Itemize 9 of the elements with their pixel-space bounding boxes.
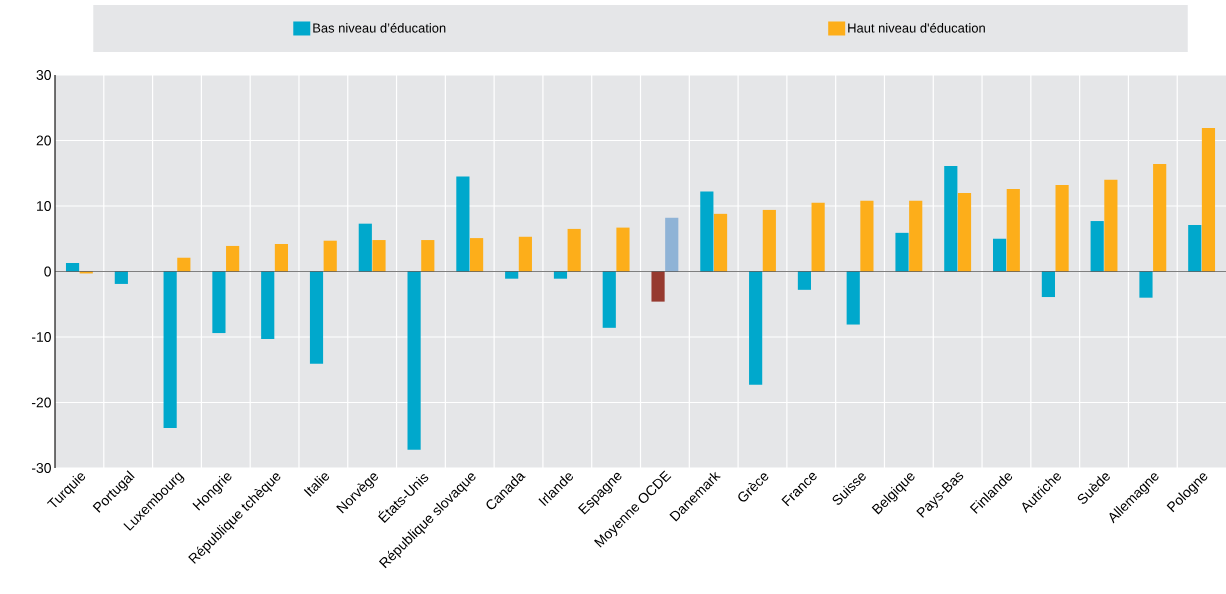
y-tick-label: 0	[44, 266, 51, 277]
y-tick-label: -10	[31, 332, 51, 342]
y-tick-label: -20	[31, 397, 51, 408]
legend-label: Bas niveau d’éducation	[313, 22, 446, 33]
y-tick-label: 10	[37, 201, 51, 211]
y-tick-label: -30	[31, 463, 51, 473]
y-tick-label: 30	[36, 70, 51, 80]
y-tick-label: 20	[36, 135, 51, 146]
legend-label: Haut niveau d'éducation	[848, 22, 985, 33]
